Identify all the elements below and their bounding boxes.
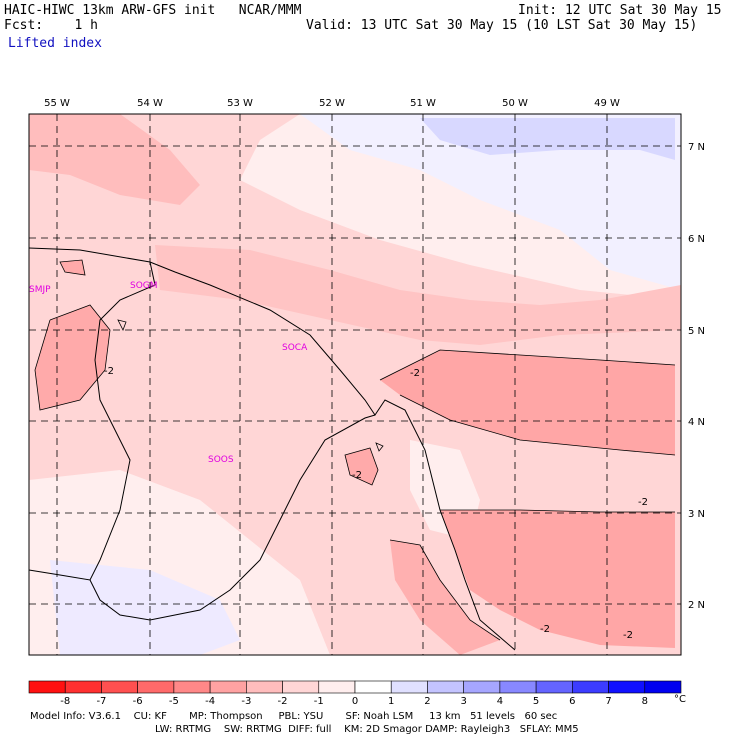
southeast-neg2-region <box>440 510 675 648</box>
contour-labels: -2 -2 -2 -2 -2 -2 <box>104 366 648 641</box>
colorbar-swatch <box>173 680 211 694</box>
valid-time: Valid: 13 UTC Sat 30 May 15 (10 LST Sat … <box>306 18 698 33</box>
lat-label: 4 N <box>688 417 705 428</box>
colorbar-swatch <box>535 680 573 694</box>
lon-label: 55 W <box>44 98 70 109</box>
lat-label: 2 N <box>688 600 705 611</box>
colorbar-swatch <box>572 680 609 694</box>
coastal-neg2-region <box>390 540 500 655</box>
tiny-neg-region <box>60 260 85 275</box>
colorbar-label: 6 <box>569 696 576 707</box>
lon-label: 54 W <box>137 98 163 109</box>
colorbar-swatch <box>246 680 283 694</box>
colorbar-swatch <box>354 680 392 694</box>
lat-label: 6 N <box>688 234 705 245</box>
colorbar-label: 2 <box>424 696 431 707</box>
colorbar-label: 1 <box>388 696 395 707</box>
contour-label: -2 <box>104 366 114 377</box>
colorbar-swatch <box>101 680 138 694</box>
stable-region <box>420 118 675 160</box>
contour-label: -2 <box>638 497 648 508</box>
lat-label: 3 N <box>688 509 705 520</box>
lat-label: 7 N <box>688 142 705 153</box>
station-label: SMJP <box>29 285 51 295</box>
colorbar-label: 5 <box>532 696 540 707</box>
west-neg2-region <box>35 305 110 410</box>
station-label: SOCA <box>282 343 308 353</box>
colorbar <box>28 680 682 694</box>
lon-label: 53 W <box>227 98 253 109</box>
footer-physics-info: LW: RRTMG SW: RRTMG DIFF: full KM: 2D Sm… <box>155 724 579 735</box>
contour-label: -2 <box>540 624 550 635</box>
map-frame <box>28 113 682 656</box>
contour-label: -2 <box>410 368 420 379</box>
colorbar-label: -8 <box>60 696 71 707</box>
small-neg2-region <box>345 448 378 485</box>
colorbar-swatch <box>644 680 682 694</box>
station-label: SOGM <box>130 281 158 291</box>
colorbar-label: -4 <box>205 696 216 707</box>
colorbar-swatch <box>282 680 320 694</box>
footer-model-info: Model Info: V3.6.1 CU: KF MP: Thompson P… <box>30 711 558 722</box>
colorbar-label: 7 <box>605 696 612 707</box>
field-name: Lifted index <box>8 36 102 51</box>
station-label: SOOS <box>208 455 234 465</box>
li-contours <box>34 259 676 641</box>
south-blue-region <box>50 560 240 655</box>
mid-pink-band <box>155 245 681 345</box>
colorbar-label: -3 <box>241 696 252 707</box>
colorbar-label: 0 <box>351 696 359 707</box>
station-labels: SMJP SOGM SOCA SOOS <box>29 281 308 465</box>
colorbar-swatch <box>209 680 247 694</box>
latitude-labels: 7 N 6 N 5 N 4 N 3 N 2 N <box>688 142 705 611</box>
colorbar-swatch <box>463 680 501 694</box>
model-title: HAIC-HIWC 13km ARW-GFS init NCAR/MMM <box>4 3 302 18</box>
contour-label: -2 <box>352 470 362 481</box>
lat-label: 5 N <box>688 326 705 337</box>
colorbar-label: 4 <box>496 696 504 707</box>
colorbar-unit: °C <box>674 694 686 705</box>
colorbar-label: -2 <box>277 696 288 707</box>
contour-label: -2 <box>623 630 633 641</box>
forecast-hour: Fcst: 1 h <box>4 18 98 33</box>
lon-label: 52 W <box>319 98 345 109</box>
init-time: Init: 12 UTC Sat 30 May 15 <box>518 3 722 18</box>
colorbar-swatch <box>137 680 175 694</box>
north-pink-region <box>29 114 200 205</box>
colorbar-label: 3 <box>460 696 467 707</box>
colorbar-swatch <box>608 680 646 694</box>
positive-li-region <box>300 114 681 290</box>
colorbar-swatch <box>427 680 464 694</box>
colorbar-label: -1 <box>313 696 324 707</box>
colorbar-label: -7 <box>96 696 107 707</box>
colorbar-swatch <box>318 680 356 694</box>
coastline <box>28 247 516 651</box>
east-neg2-region <box>380 350 675 455</box>
colorbar-label: 8 <box>641 696 648 707</box>
colorbar-swatch <box>499 680 537 694</box>
lon-label: 51 W <box>410 98 436 109</box>
lon-label: 49 W <box>594 98 620 109</box>
lat-lon-grid <box>29 114 681 655</box>
lon-label: 50 W <box>502 98 528 109</box>
colorbar-swatch <box>28 680 66 694</box>
colorbar-label: -5 <box>168 696 179 707</box>
colorbar-swatch <box>390 680 428 694</box>
longitude-labels: 55 W 54 W 53 W 52 W 51 W 50 W 49 W <box>44 98 620 109</box>
colorbar-swatch <box>64 680 102 694</box>
colorbar-label: -6 <box>132 696 143 707</box>
